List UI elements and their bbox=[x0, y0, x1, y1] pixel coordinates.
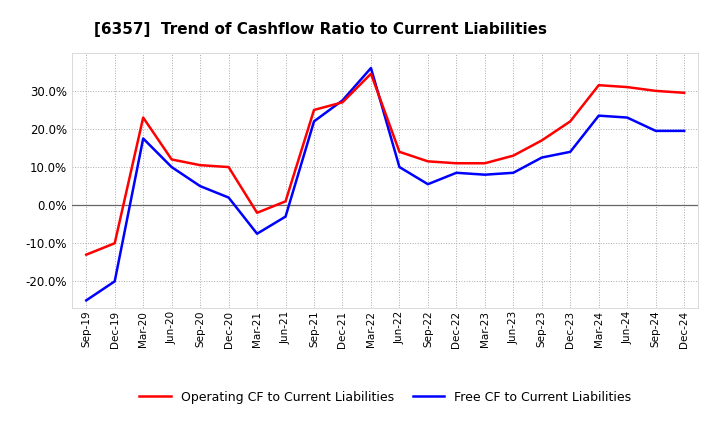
Free CF to Current Liabilities bbox=[652, 128, 660, 133]
Free CF to Current Liabilities bbox=[110, 279, 119, 284]
Operating CF to Current Liabilities bbox=[139, 115, 148, 120]
Free CF to Current Liabilities bbox=[82, 298, 91, 303]
Operating CF to Current Liabilities bbox=[82, 252, 91, 257]
Free CF to Current Liabilities bbox=[139, 136, 148, 141]
Free CF to Current Liabilities bbox=[566, 149, 575, 154]
Operating CF to Current Liabilities bbox=[196, 162, 204, 168]
Line: Free CF to Current Liabilities: Free CF to Current Liabilities bbox=[86, 68, 684, 301]
Operating CF to Current Liabilities bbox=[310, 107, 318, 113]
Free CF to Current Liabilities bbox=[595, 113, 603, 118]
Free CF to Current Liabilities bbox=[537, 155, 546, 160]
Operating CF to Current Liabilities bbox=[452, 161, 461, 166]
Free CF to Current Liabilities bbox=[509, 170, 518, 176]
Free CF to Current Liabilities bbox=[225, 195, 233, 200]
Free CF to Current Liabilities bbox=[338, 98, 347, 103]
Free CF to Current Liabilities bbox=[167, 165, 176, 170]
Free CF to Current Liabilities bbox=[423, 182, 432, 187]
Free CF to Current Liabilities bbox=[680, 128, 688, 133]
Operating CF to Current Liabilities bbox=[225, 165, 233, 170]
Operating CF to Current Liabilities bbox=[537, 138, 546, 143]
Free CF to Current Liabilities bbox=[196, 183, 204, 189]
Operating CF to Current Liabilities bbox=[623, 84, 631, 90]
Free CF to Current Liabilities bbox=[282, 214, 290, 219]
Free CF to Current Liabilities bbox=[310, 119, 318, 124]
Free CF to Current Liabilities bbox=[480, 172, 489, 177]
Operating CF to Current Liabilities bbox=[595, 83, 603, 88]
Free CF to Current Liabilities bbox=[395, 165, 404, 170]
Operating CF to Current Liabilities bbox=[366, 71, 375, 77]
Operating CF to Current Liabilities bbox=[566, 119, 575, 124]
Operating CF to Current Liabilities bbox=[423, 159, 432, 164]
Operating CF to Current Liabilities bbox=[110, 241, 119, 246]
Operating CF to Current Liabilities bbox=[282, 199, 290, 204]
Operating CF to Current Liabilities bbox=[680, 90, 688, 95]
Free CF to Current Liabilities bbox=[253, 231, 261, 236]
Operating CF to Current Liabilities bbox=[395, 149, 404, 154]
Operating CF to Current Liabilities bbox=[167, 157, 176, 162]
Operating CF to Current Liabilities bbox=[509, 153, 518, 158]
Operating CF to Current Liabilities bbox=[338, 100, 347, 105]
Line: Operating CF to Current Liabilities: Operating CF to Current Liabilities bbox=[86, 74, 684, 255]
Operating CF to Current Liabilities bbox=[253, 210, 261, 216]
Operating CF to Current Liabilities bbox=[652, 88, 660, 94]
Operating CF to Current Liabilities bbox=[480, 161, 489, 166]
Free CF to Current Liabilities bbox=[452, 170, 461, 176]
Text: [6357]  Trend of Cashflow Ratio to Current Liabilities: [6357] Trend of Cashflow Ratio to Curren… bbox=[94, 22, 546, 37]
Legend: Operating CF to Current Liabilities, Free CF to Current Liabilities: Operating CF to Current Liabilities, Fre… bbox=[135, 386, 636, 409]
Free CF to Current Liabilities bbox=[623, 115, 631, 120]
Free CF to Current Liabilities bbox=[366, 66, 375, 71]
